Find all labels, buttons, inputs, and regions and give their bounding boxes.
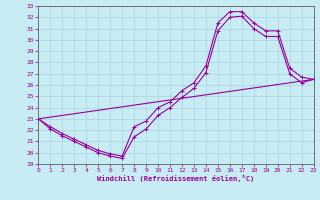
X-axis label: Windchill (Refroidissement éolien,°C): Windchill (Refroidissement éolien,°C) bbox=[97, 175, 255, 182]
